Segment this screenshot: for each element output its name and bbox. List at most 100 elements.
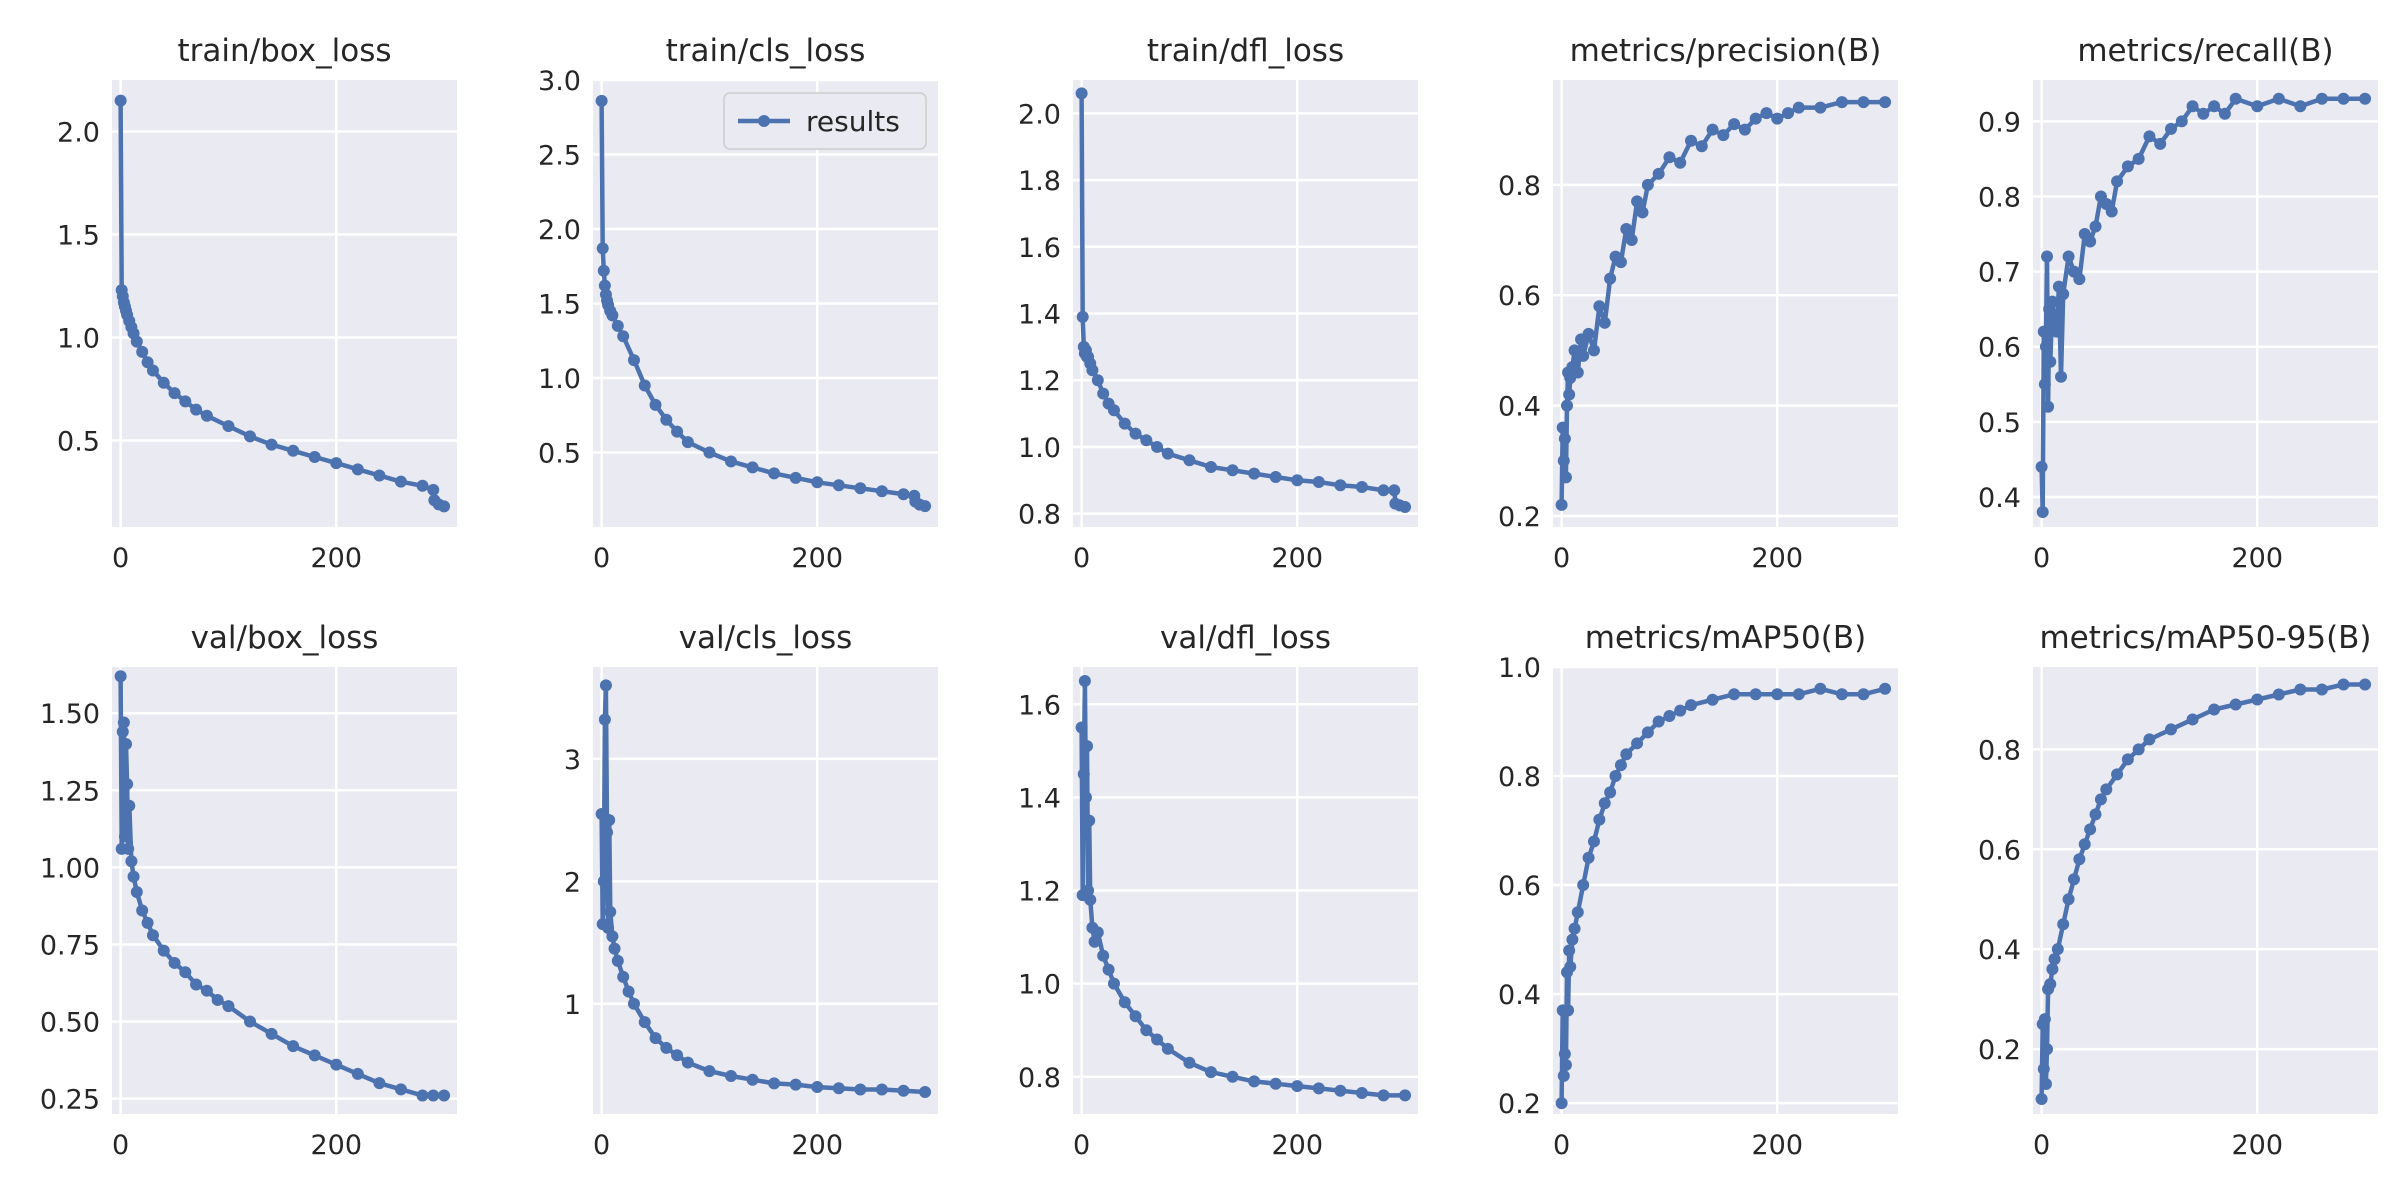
x-tick-label: 0 [112,543,129,574]
data-point [1248,467,1261,480]
data-point [1377,484,1390,497]
data-point [681,436,694,449]
data-point [2121,160,2134,173]
data-point [1248,1075,1261,1088]
subplot-4: metrics/precision(B) 0 200 0.2 0.4 0.6 0.8 [1498,33,1898,574]
data-point [146,929,159,942]
data-point [606,930,619,943]
subplot-title: train/cls_loss [666,33,866,69]
data-point [427,483,440,496]
data-point [1641,726,1654,739]
data-point [2089,220,2102,233]
data-point [919,500,932,513]
y-tick-label: 0.8 [1978,735,2021,766]
y-tick-label: 1.6 [1018,690,1061,721]
subplot-3: train/dfl_loss 0 200 0.8 1.0 1.2 1.4 1.6 1.8 2.0 [1018,33,1418,574]
y-tick-label: 0.7 [1978,258,2021,289]
data-point [1558,432,1571,445]
data-point [1377,1089,1390,1102]
data-point [1269,470,1282,483]
data-point [2036,505,2049,518]
data-point [1161,1042,1174,1055]
data-point [1652,715,1665,728]
data-point [660,413,673,426]
data-point [438,1089,451,1102]
data-point [2062,893,2075,906]
subplot-title: val/dfl_loss [1160,620,1331,656]
data-point [1641,178,1654,191]
data-point [373,469,386,482]
data-point [1598,316,1611,329]
data-point [1728,688,1741,701]
data-point [122,842,135,855]
data-point [599,679,612,692]
data-point [2143,130,2156,143]
x-tick-label: 200 [1751,543,1803,574]
subplot-8: val/dfl_loss 0 200 0.8 1.0 1.2 1.4 1.6 [1018,620,1418,1161]
y-tick-label: 2.5 [538,141,581,172]
data-point [601,826,614,839]
y-tick-label: 0.8 [1498,762,1541,793]
data-point [2294,683,2307,696]
data-point [416,479,429,492]
data-point [2315,92,2328,105]
data-point [1205,460,1217,473]
y-tick-label: 0.9 [1978,107,2021,138]
data-point [1857,96,1870,109]
data-point [725,1070,737,1083]
data-point [179,395,192,408]
x-tick-label: 200 [1751,1130,1803,1161]
data-point [2044,355,2057,368]
data-point [1291,474,1304,487]
x-tick-label: 200 [310,1130,362,1161]
data-point [190,978,203,991]
subplot-7: val/cls_loss 0 200 1 2 3 [564,620,938,1161]
data-point [1614,256,1627,269]
subplot-title: train/dfl_loss [1147,33,1344,69]
data-point [2038,1013,2051,1026]
legend-box [723,92,927,150]
data-point [2050,325,2063,338]
data-point [2359,678,2372,691]
data-point [427,1089,440,1102]
data-point [1782,107,1795,120]
data-point [1183,454,1196,467]
data-point [2208,703,2221,716]
y-tick-label: 0.4 [1978,483,2021,514]
y-tick-label: 0.5 [538,439,581,470]
data-point [2175,115,2188,128]
plot-area [112,80,457,527]
data-point [1792,101,1805,114]
data-point [394,475,407,488]
x-tick-label: 0 [1073,543,1090,574]
subplot-1: train/box_loss 0 200 0.5 1.0 1.5 2.0 [57,33,457,574]
data-point [1078,674,1091,687]
data-point [2042,400,2055,413]
y-tick-label: 2.0 [538,215,581,246]
data-point [136,904,149,917]
data-point [2037,325,2050,338]
data-point [1334,1084,1347,1097]
data-point [596,242,609,255]
data-point [1334,479,1347,492]
data-point [638,379,651,392]
data-point [1559,1058,1572,1071]
data-point [1685,134,1697,147]
data-point [1593,300,1606,313]
y-tick-label: 1.6 [1018,233,1061,264]
data-point [168,956,181,969]
data-point [2041,1043,2054,1056]
data-point [2294,100,2307,113]
data-point [2044,978,2057,991]
data-point [1140,1024,1153,1037]
data-point [617,970,630,983]
data-point [1097,949,1110,962]
data-point [703,446,716,459]
data-point [1604,786,1617,799]
data-point [2089,808,2102,821]
data-point [146,364,159,377]
y-tick-label: 0.75 [40,930,100,961]
data-point [2165,122,2177,135]
subplot-title: val/box_loss [191,620,379,656]
data-point [1577,879,1590,892]
